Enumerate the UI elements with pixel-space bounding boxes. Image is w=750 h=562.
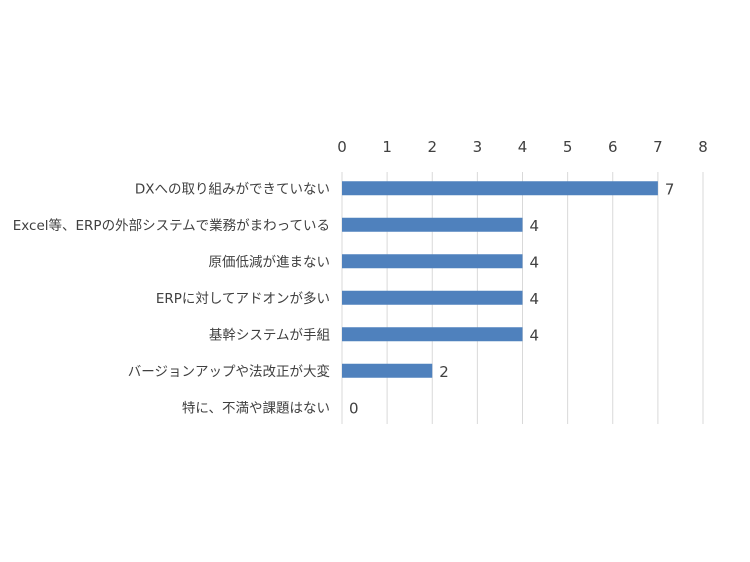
data-label: 4 [530, 253, 540, 271]
x-tick-label: 6 [608, 138, 618, 156]
x-tick-label: 5 [563, 138, 573, 156]
data-label: 4 [530, 217, 540, 235]
data-label: 0 [349, 399, 359, 417]
x-tick-label: 3 [473, 138, 483, 156]
x-tick-label: 8 [698, 138, 708, 156]
bar [342, 181, 658, 196]
x-tick-label: 2 [427, 138, 437, 156]
data-label: 2 [439, 363, 449, 381]
x-tick-label: 4 [518, 138, 528, 156]
category-label: 特に、不満や課題はない [182, 400, 330, 416]
bar [342, 290, 523, 305]
bar [342, 217, 523, 232]
category-label: DXへの取り組みができていない [135, 181, 330, 197]
bar [342, 254, 523, 269]
category-label: 原価低減が進まない [209, 253, 331, 270]
category-label: バージョンアップや法改正が大変 [128, 363, 330, 380]
data-label: 4 [530, 290, 540, 308]
category-label: ERPに対してアドオンが多い [156, 290, 330, 307]
bar [342, 327, 523, 342]
x-tick-label: 0 [337, 138, 347, 156]
bar [342, 363, 433, 378]
data-labels: 7 4 4 4 4 2 0 [349, 180, 674, 417]
data-label: 7 [665, 180, 675, 198]
category-label: Excel等、ERPの外部システムで業務がまわっている [13, 217, 330, 234]
data-label: 4 [530, 326, 540, 344]
x-tick-label: 7 [653, 138, 663, 156]
category-labels: DXへの取り組みができていない Excel等、ERPの外部システムで業務がまわって… [13, 181, 330, 416]
bars [342, 181, 658, 378]
x-axis-ticks: 0 1 2 3 4 5 6 7 8 [337, 138, 708, 156]
x-tick-label: 1 [382, 138, 392, 156]
category-label: 基幹システムが手組 [209, 326, 330, 343]
